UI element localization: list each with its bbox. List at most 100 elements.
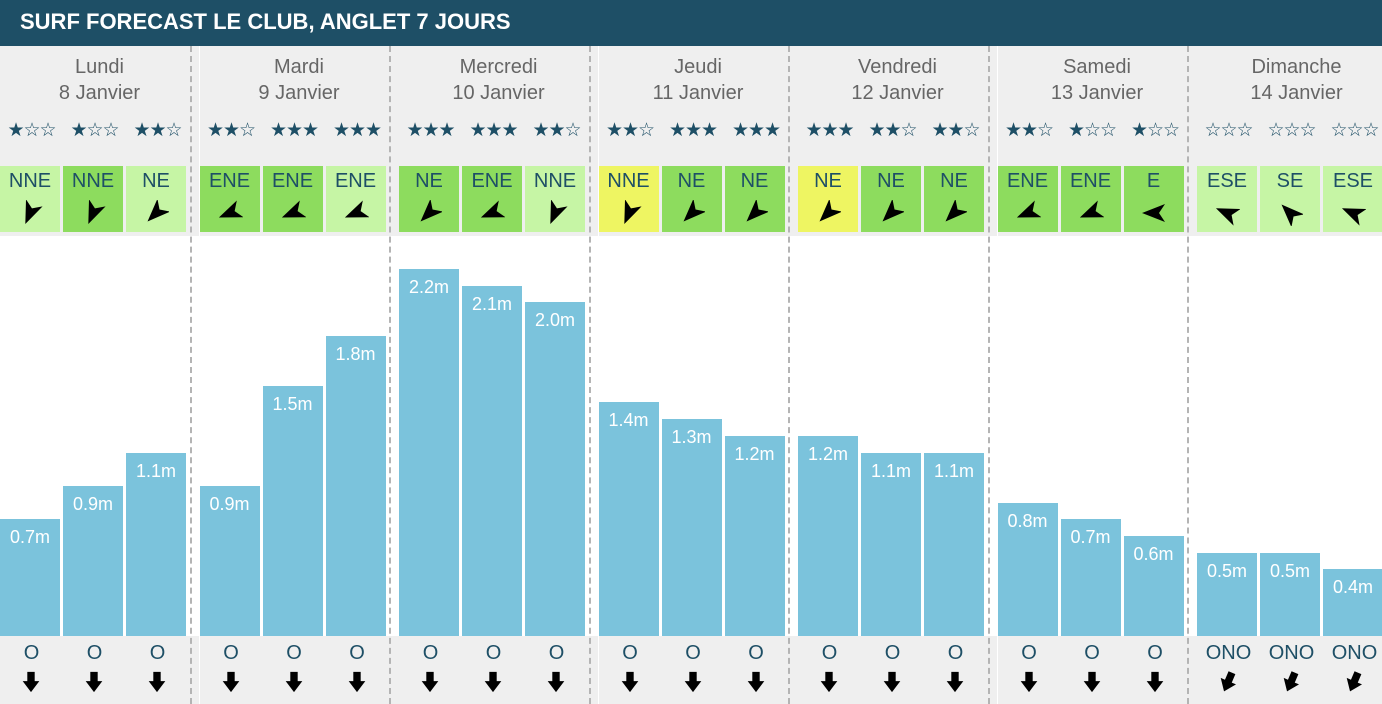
day-date: 12 Janvier [851,82,944,104]
wave-height-label: 1.4m [608,410,649,431]
wind-cell: ENE [462,166,522,232]
star-rating: ☆☆☆ [1204,120,1253,141]
swell-direction: O [86,642,103,664]
wind-direction: ENE [334,170,377,192]
day-column: Jeudi 11 Janvier ★★☆ NNE 1.4m O ★★★ NE 1.3m O ★★★ N… [598,46,798,704]
swell-direction: O [149,642,166,664]
wave-height-label: 1.3m [671,427,712,448]
star-rating: ☆☆☆ [1330,120,1379,141]
swell-footer-bg [598,636,798,704]
star-rating: ★☆☆ [1130,120,1180,141]
swell-direction: O [548,642,565,664]
day-separator [1187,46,1189,704]
wave-height-label: 0.4m [1332,577,1374,598]
swell-direction: O [422,642,439,664]
wind-arrow-icon [218,200,243,218]
star-rating: ★☆☆ [1067,120,1117,141]
wave-height-bar: 1.4m [598,402,659,636]
swell-direction: O [685,642,701,664]
wind-cell: NE [798,166,858,232]
wind-cell: E [1123,166,1184,232]
wind-direction: SE [1276,170,1304,192]
star-rating: ★★☆ [1004,120,1054,141]
swell-footer-bg [997,636,1197,704]
wave-height-bar: 0.5m [1260,552,1320,636]
swell-arrow-icon [484,671,502,693]
swell-direction: ONO [1205,642,1252,664]
star-rating: ★★★ [269,120,319,141]
swell-footer-bg [1197,636,1382,704]
wind-direction: NNE [533,170,577,192]
wind-arrow-icon [281,200,306,218]
star-rating: ★★★ [668,120,718,141]
swell-arrow-icon [946,671,964,693]
wave-height-label: 2.0m [534,310,576,331]
swell-arrow-icon [1083,671,1100,693]
star-rating: ★★☆ [133,120,182,141]
star-rating: ★★★ [406,120,455,141]
wind-cell: NNE [598,166,659,232]
forecast-chart: Lundi 8 Janvier ★☆☆ NNE 0.7m O ★☆☆ NNE 0.9m O ★★☆ N… [0,46,1382,704]
wind-arrow-icon [623,200,642,225]
wind-direction: NE [142,170,170,192]
wind-cell: NE [724,166,785,232]
wave-height-label: 1.1m [933,460,975,481]
swell-direction: O [1084,642,1100,664]
wind-direction: ENE [208,170,251,192]
page-title: SURF FORECAST LE CLUB, ANGLET 7 JOURS [0,0,1382,46]
wave-height-bar: 0.5m [1197,552,1257,636]
wave-height-bar: 1.1m [126,452,186,636]
wind-arrow-icon [88,200,106,225]
wind-direction: NNE [607,170,650,192]
star-rating: ★☆☆ [7,120,56,141]
wave-height-bar: 1.1m [924,452,984,636]
wind-direction: ENE [271,170,314,192]
day-date: 10 Janvier [452,82,545,104]
star-rating: ★★★ [805,120,854,141]
wind-direction: ESE [1206,170,1248,192]
wind-arrow-icon [1079,200,1104,218]
wave-height-bar: 0.7m [1060,519,1121,636]
swell-footer-bg [0,636,199,704]
wind-direction: ENE [1069,170,1112,192]
wave-height-bar: 1.2m [724,435,785,636]
wind-cell: ESE [1197,166,1257,232]
wave-height-bar: 2.1m [462,285,522,636]
wave-height-bar: 2.2m [399,269,459,636]
swell-arrow-icon [1283,671,1300,692]
wave-height-label: 1.8m [335,343,376,364]
swell-footer-bg [199,636,399,704]
swell-arrow-icon [285,671,302,693]
day-name: Samedi [1063,56,1131,78]
wind-arrow-icon [683,200,705,222]
day-name: Vendredi [858,56,937,78]
wind-cell: ENE [199,166,260,232]
wave-height-bar: 1.1m [861,452,921,636]
day-date: 14 Janvier [1250,82,1343,104]
swell-arrow-icon [547,671,565,693]
wave-height-bar: 0.6m [1123,535,1184,636]
day-name: Mercredi [459,56,538,78]
day-date: 11 Janvier [652,82,744,104]
star-rating: ★★☆ [605,120,655,141]
star-rating: ☆☆☆ [1267,120,1316,141]
wind-arrow-icon [1215,208,1240,226]
wave-height-label: 0.9m [72,493,114,514]
wave-height-label: 1.5m [272,393,313,414]
wind-cell: NE [661,166,722,232]
swell-arrow-icon [747,671,764,693]
day-name: Lundi [75,56,124,78]
swell-direction: ONO [1331,642,1378,664]
wave-height-label: 0.7m [9,527,51,548]
day-name: Jeudi [674,56,722,78]
wind-direction: NE [877,170,905,192]
wave-height-label: 2.1m [471,293,513,314]
star-rating: ★★☆ [868,120,917,141]
wave-height-bar: 1.5m [262,385,323,636]
swell-arrow-icon [1220,671,1237,692]
wind-direction: ENE [471,170,513,192]
wind-direction: ENE [1006,170,1049,192]
swell-direction: O [748,642,764,664]
day-column: Samedi 13 Janvier ★★☆ ENE 0.8m O ★☆☆ ENE 0.7m O ★☆… [997,46,1197,704]
wind-arrow-icon [550,200,568,225]
